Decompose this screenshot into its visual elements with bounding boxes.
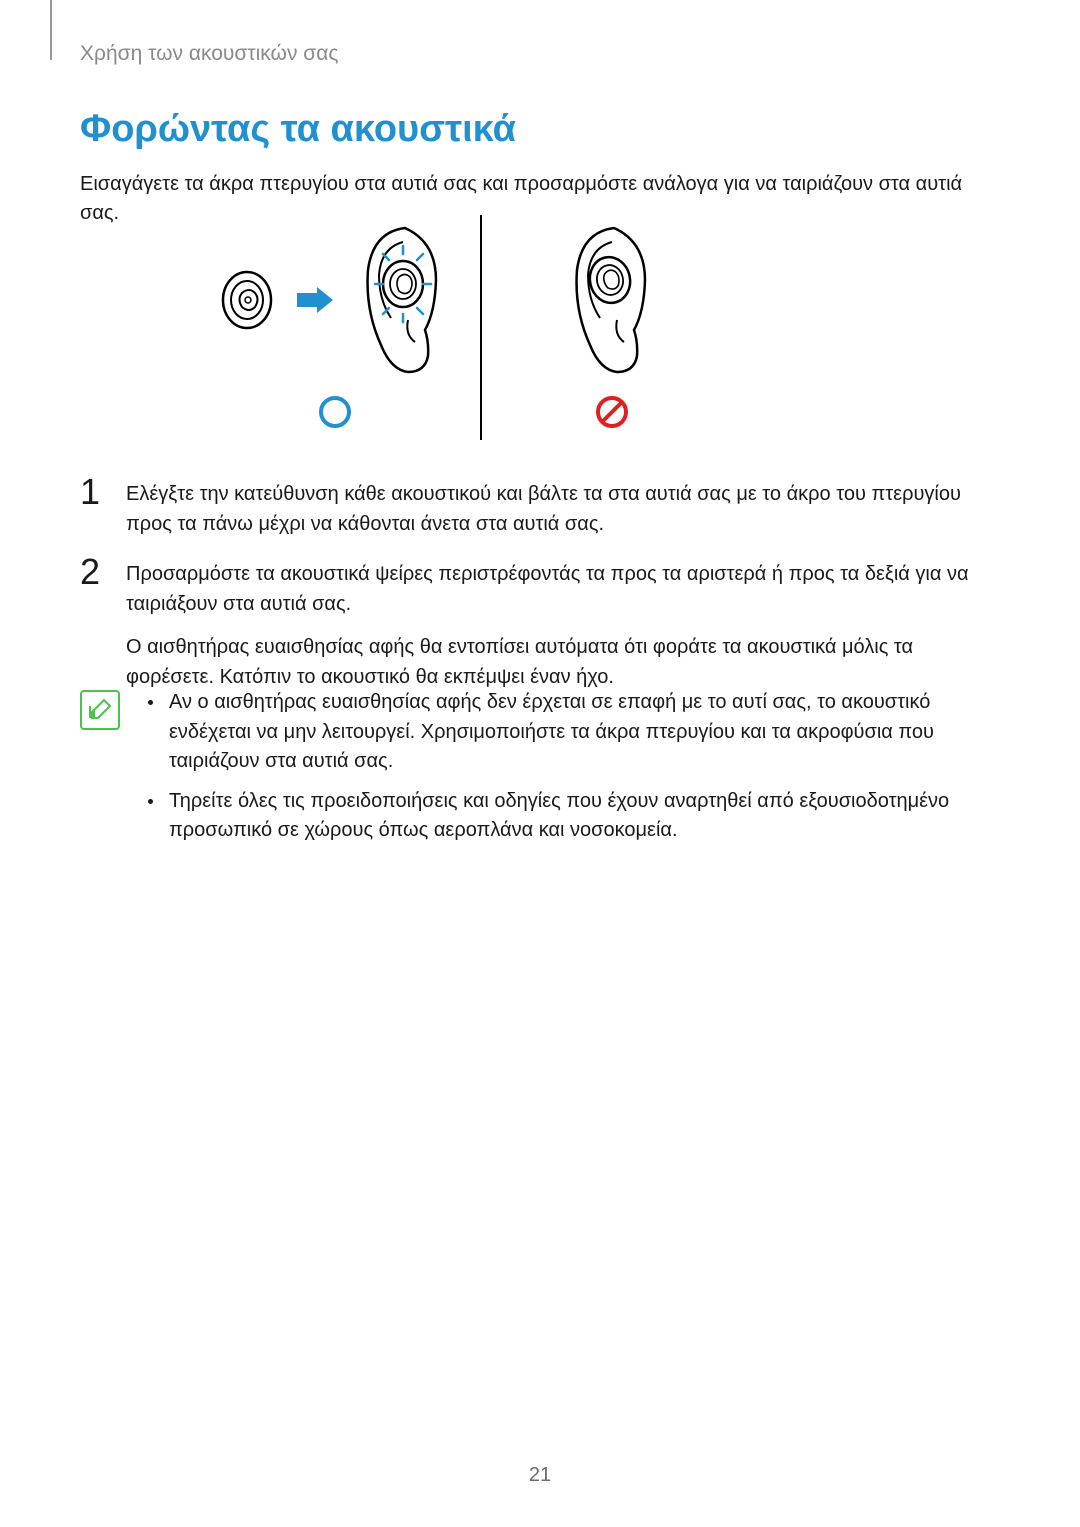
step-2-paragraph-2: Ο αισθητήρας ευαισθησίας αφής θα εντοπίσ… <box>126 633 1000 692</box>
illustration-block <box>200 215 880 455</box>
note-icon <box>80 690 120 730</box>
step-2: 2 Προσαρμόστε τα ακουστικά ψείρες περιστ… <box>80 560 1000 706</box>
note-bullet-2: Τηρείτε όλες τις προειδοποιήσεις και οδη… <box>148 787 1000 846</box>
step-1-number: 1 <box>80 474 108 510</box>
note-bullet-2-text: Τηρείτε όλες τις προειδοποιήσεις και οδη… <box>169 787 1000 846</box>
step-1-body: Ελέγξτε την κατεύθυνση κάθε ακουστικού κ… <box>126 480 1000 553</box>
ear-with-earbud-icon <box>353 220 453 380</box>
arrow-right-icon <box>295 285 335 315</box>
earbud-icon <box>217 265 277 335</box>
page-border-stub <box>50 0 52 60</box>
page-number: 21 <box>0 1464 1080 1487</box>
note-bullet-1-text: Αν ο αισθητήρας ευαισθησίας αφής δεν έρχ… <box>169 688 1000 777</box>
note-bullet-1: Αν ο αισθητήρας ευαισθησίας αφής δεν έρχ… <box>148 688 1000 777</box>
illustration-incorrect <box>512 215 712 430</box>
illustration-correct <box>200 215 470 430</box>
divider-line <box>480 215 482 440</box>
ok-circle-icon <box>317 394 353 430</box>
step-1-paragraph-1: Ελέγξτε την κατεύθυνση κάθε ακουστικού κ… <box>126 480 1000 539</box>
breadcrumb: Χρήση των ακουστικών σας <box>80 42 339 66</box>
step-2-number: 2 <box>80 554 108 590</box>
pencil-note-icon <box>86 696 114 724</box>
step-1: 1 Ελέγξτε την κατεύθυνση κάθε ακουστικού… <box>80 480 1000 553</box>
note-bullets: Αν ο αισθητήρας ευαισθησίας αφής δεν έρχ… <box>148 688 1000 856</box>
page-title: Φορώντας τα ακουστικά <box>80 108 516 151</box>
prohibit-icon <box>594 394 630 430</box>
step-2-body: Προσαρμόστε τα ακουστικά ψείρες περιστρέ… <box>126 560 1000 706</box>
step-2-paragraph-1: Προσαρμόστε τα ακουστικά ψείρες περιστρέ… <box>126 560 1000 619</box>
ear-with-earbud-wrong-icon <box>562 220 662 380</box>
bullet-dot-icon <box>148 700 153 705</box>
bullet-dot-icon <box>148 799 153 804</box>
note-block: Αν ο αισθητήρας ευαισθησίας αφής δεν έρχ… <box>80 688 1000 856</box>
